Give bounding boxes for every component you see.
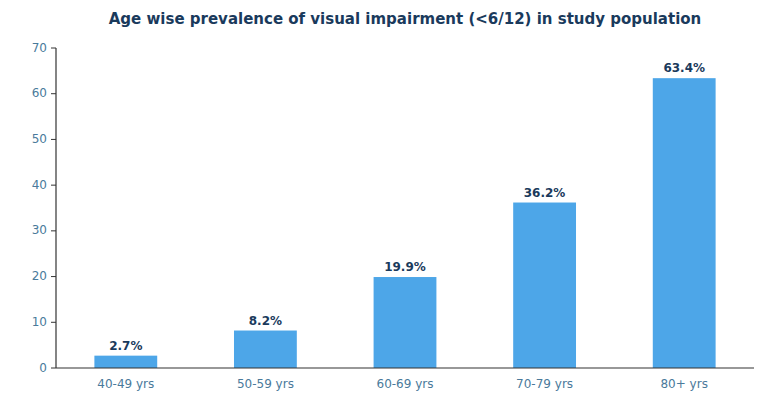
x-tick-label: 70-79 yrs [516,377,573,391]
y-tick [51,93,56,94]
y-tick [51,368,56,369]
data-label: 36.2% [524,186,566,200]
y-tick [51,322,56,323]
y-tick [51,48,56,49]
y-tick [51,276,56,277]
bar [94,356,157,368]
bars [94,78,715,368]
y-tick [51,139,56,140]
axes: 0 10 20 30 40 50 60 70 40-49 yrs 50-59 yrs 60-69 y… [32,41,754,392]
y-tick-label: 40 [32,178,47,192]
y-tick-label: 30 [32,223,47,237]
chart-container: Age wise prevalence of visual impairment… [0,0,784,408]
y-tick-label: 70 [32,41,47,55]
y-tick-label: 50 [32,132,47,146]
y-tick-label: 60 [32,86,47,100]
y-tick-label: 10 [32,315,47,329]
data-label: 2.7% [109,339,142,353]
bar [653,78,716,368]
y-tick-label: 20 [32,269,47,283]
x-tick-label: 80+ yrs [660,377,707,391]
data-labels: 2.7% 8.2% 19.9% 36.2% 63.4% [109,61,705,352]
data-label: 19.9% [384,260,426,274]
y-tick-label: 0 [39,361,47,375]
data-label: 63.4% [663,61,705,75]
x-tick-label: 40-49 yrs [97,377,154,391]
x-tick-label: 50-59 yrs [237,377,294,391]
y-axis-line [55,48,56,368]
chart-title: Age wise prevalence of visual impairment… [109,10,702,28]
x-axis-line [56,367,754,368]
chart-svg: Age wise prevalence of visual impairment… [0,0,784,408]
y-tick [51,185,56,186]
bar [513,203,576,368]
bar [374,277,437,368]
x-tick-label: 60-69 yrs [377,377,434,391]
bar [234,331,297,368]
y-tick [51,230,56,231]
data-label: 8.2% [249,314,282,328]
